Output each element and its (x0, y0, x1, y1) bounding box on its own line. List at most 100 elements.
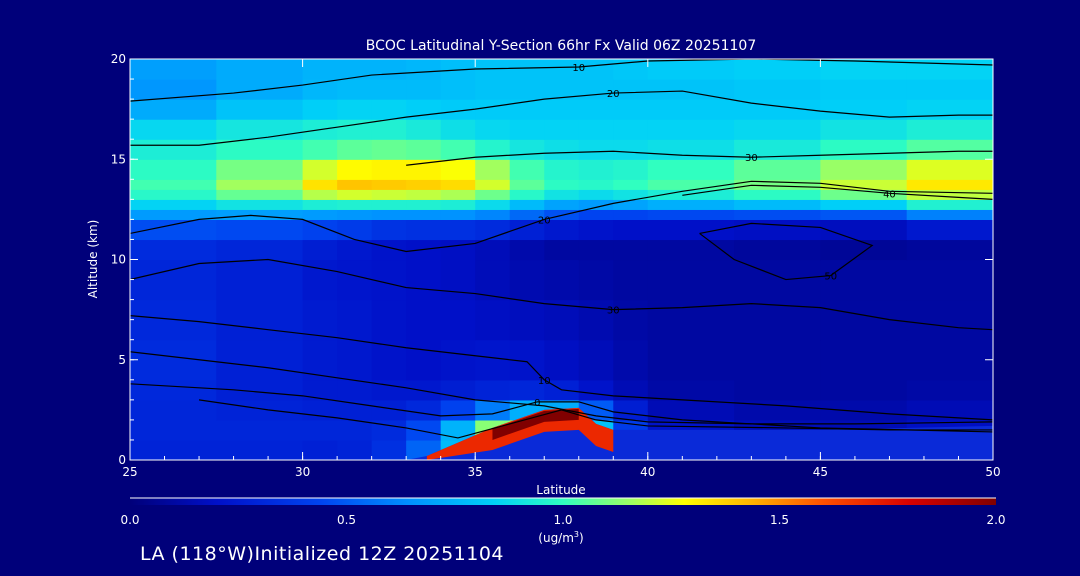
field-cell (613, 239, 649, 261)
field-cell (734, 399, 821, 421)
field-cell (406, 299, 442, 341)
field-cell (130, 379, 217, 401)
field-cell (216, 139, 304, 160)
field-cell (406, 79, 442, 100)
field-cell (906, 139, 993, 160)
field-cell (906, 189, 993, 200)
field-cell (647, 299, 735, 341)
field-cell (475, 199, 511, 210)
colorbar-tick-label: 0.0 (120, 513, 139, 527)
field-cell (130, 239, 217, 261)
field-cell (509, 159, 545, 180)
field-cell (509, 239, 545, 261)
field-cell (820, 179, 908, 190)
field-cell (130, 259, 217, 301)
field-cell (820, 239, 908, 261)
colorbar-ticks: 0.0 0.5 1.0 1.5 2.0 (120, 513, 1005, 527)
field-cell (544, 219, 580, 241)
field-cell (216, 79, 304, 100)
colorbar-units: (ug/m3) (538, 530, 583, 545)
contour-label: 0 (534, 398, 540, 409)
field-cell (906, 119, 993, 140)
field-cell (440, 299, 476, 341)
contour-label: 20 (538, 215, 551, 226)
field-cell (820, 139, 908, 160)
field-cell (302, 99, 338, 120)
field-cell (440, 159, 476, 180)
field-cell (613, 199, 649, 210)
field-cell (406, 219, 442, 241)
field-cell (475, 179, 511, 190)
field-cell (820, 59, 908, 80)
field-cell (734, 99, 821, 120)
field-cell (647, 159, 735, 180)
field-cell (544, 79, 580, 100)
field-cell (216, 399, 304, 421)
y-tick-label: 15 (111, 152, 126, 166)
dust-plume-core (492, 408, 579, 440)
field-cell (544, 199, 580, 210)
terrain-layer (130, 407, 993, 460)
field-cell (130, 139, 217, 160)
field-cell (509, 199, 545, 210)
field-cell (613, 219, 649, 241)
field-cell (130, 99, 217, 120)
field-cell (647, 199, 735, 210)
field-cell (371, 419, 407, 441)
field-cell (371, 59, 407, 80)
field-cell (216, 59, 304, 80)
field-cell (820, 99, 908, 120)
x-tick-label: 25 (122, 465, 137, 479)
field-cell (302, 299, 338, 341)
field-cell (578, 79, 614, 100)
field-cell (406, 399, 442, 421)
field-cell (647, 209, 735, 220)
field-cell (613, 139, 649, 160)
field-cell (216, 379, 304, 401)
field-cell (302, 439, 338, 460)
field-cell (544, 339, 580, 381)
contour-label: 10 (538, 376, 551, 387)
field-cell (130, 399, 217, 421)
field-cell (509, 179, 545, 190)
contour-line (198, 399, 993, 439)
field-cell (509, 99, 545, 120)
field-cell (216, 199, 304, 210)
field-cell (544, 139, 580, 160)
field-cell (440, 239, 476, 261)
dust-plume-outer (426, 407, 614, 460)
field-cell (647, 399, 735, 421)
field-cell (475, 239, 511, 261)
contour-lines: 10 20 30 40 50 20 30 10 0 (130, 59, 993, 439)
field-cell (647, 59, 735, 80)
field-cell (544, 189, 580, 200)
colorbar (130, 498, 996, 505)
field-cell (216, 209, 304, 220)
field-cell (509, 219, 545, 241)
x-tick-label: 30 (295, 465, 310, 479)
field-cell (734, 189, 821, 200)
field-cell (130, 419, 217, 441)
field-cell (509, 299, 545, 341)
field-cell (371, 239, 407, 261)
field-cell (544, 209, 580, 220)
field-cell (734, 209, 821, 220)
field-cell (578, 179, 614, 190)
field-cell (302, 209, 338, 220)
field-cell (613, 59, 649, 80)
y-tick-label: 0 (118, 453, 126, 467)
field-cell (906, 209, 993, 220)
field-cell (906, 399, 993, 421)
field-cell (406, 189, 442, 200)
colorbar-tick-label: 1.5 (770, 513, 789, 527)
field-cell (337, 419, 373, 441)
field-cell (337, 239, 373, 261)
field-cell (509, 59, 545, 80)
field-cell (216, 439, 304, 460)
field-cell (406, 199, 442, 210)
field-cell (302, 199, 338, 210)
field-cell (734, 59, 821, 80)
field-cell (371, 139, 407, 160)
field-cell (613, 339, 649, 381)
field-cell (440, 79, 476, 100)
